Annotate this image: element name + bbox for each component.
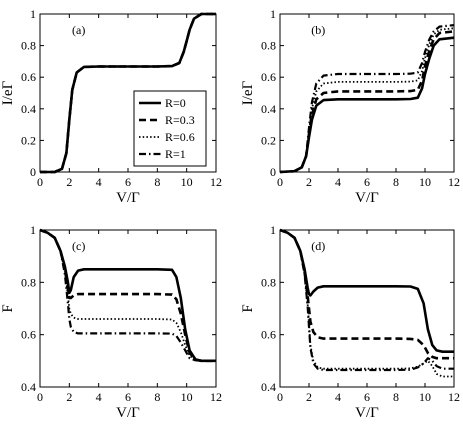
plot-frame <box>279 229 455 388</box>
y-tick-label: 0.4 <box>21 102 36 116</box>
legend-entry-label: R=0 <box>165 96 186 110</box>
y-tick-label: 1 <box>270 223 276 237</box>
x-tick-label: 0 <box>37 390 43 404</box>
panel-label: (a) <box>72 23 85 37</box>
legend: R=0 R=0.3 R=0.6 R=1 <box>133 90 207 167</box>
x-axis-label: V/Γ <box>355 190 379 206</box>
x-axis-label: V/Γ <box>355 405 379 421</box>
x-tick-label: 2 <box>66 175 72 189</box>
panel-label: (b) <box>311 23 325 37</box>
y-tick-label: 0.6 <box>261 70 276 84</box>
x-tick-label: 0 <box>277 175 283 189</box>
panel-label: (d) <box>311 239 325 253</box>
x-tick-label: 2 <box>306 175 312 189</box>
x-tick-label: 6 <box>364 390 370 404</box>
y-tick-label: 0.2 <box>261 133 276 147</box>
panel-b: 0 2 4 6 8 10 12 0 0.2 0.4 0.6 0.8 1 V/Γ I/eΓ (b) <box>240 7 460 206</box>
x-tick-label: 8 <box>154 175 160 189</box>
x-tick-label: 2 <box>306 390 312 404</box>
x-tick-label: 6 <box>125 390 131 404</box>
x-tick-label: 10 <box>419 175 431 189</box>
y-tick-label: 0.6 <box>261 328 276 342</box>
series-line-r-1 <box>39 228 216 362</box>
y-tick-label: 0.4 <box>261 102 276 116</box>
panel-c: 0 2 4 6 8 10 12 0.4 0.6 0.8 1 V/Γ F (c) <box>0 223 222 421</box>
x-tick-label: 12 <box>210 390 222 404</box>
y-tick-label: 0.8 <box>261 275 276 289</box>
y-tick-label: 1 <box>270 7 276 21</box>
y-tick-label: 0 <box>30 165 36 179</box>
x-tick-label: 10 <box>181 175 193 189</box>
y-tick-label: 0.6 <box>21 70 36 84</box>
series-line-r-1 <box>279 24 455 174</box>
legend-entry-label: R=0.3 <box>165 113 195 127</box>
x-tick-label: 8 <box>393 390 399 404</box>
x-tick-label: 8 <box>154 390 160 404</box>
x-tick-label: 0 <box>277 390 283 404</box>
legend-entry-label: R=1 <box>165 147 186 161</box>
x-tick-label: 12 <box>448 175 460 189</box>
y-axis-label: I/eΓ <box>240 80 256 105</box>
x-tick-label: 4 <box>96 175 102 189</box>
x-tick-label: 10 <box>181 390 193 404</box>
y-tick-label: 0.8 <box>261 39 276 53</box>
x-tick-label: 6 <box>125 175 131 189</box>
y-axis-label: F <box>0 304 16 312</box>
x-tick-label: 6 <box>364 175 370 189</box>
y-tick-label: 0.6 <box>21 328 36 342</box>
x-tick-label: 4 <box>96 390 102 404</box>
x-axis-label: V/Γ <box>116 405 140 421</box>
y-tick-label: 0.4 <box>21 380 36 394</box>
series-line-r-1 <box>279 228 454 372</box>
y-tick-label: 0.8 <box>21 39 36 53</box>
x-tick-label: 8 <box>393 175 399 189</box>
plot-frame <box>39 229 217 388</box>
y-axis-label: I/eΓ <box>0 80 16 105</box>
y-tick-label: 1 <box>30 223 36 237</box>
x-tick-label: 4 <box>335 175 341 189</box>
y-tick-label: 1 <box>30 7 36 21</box>
x-axis-label: V/Γ <box>116 190 140 206</box>
panel-a: 0 2 4 6 8 10 12 0 0.2 0.4 0.6 0.8 1 V/Γ I/eΓ (a) <box>0 7 222 206</box>
x-tick-label: 12 <box>448 390 460 404</box>
series-line-r-0-6 <box>39 229 216 362</box>
y-tick-label: 0.2 <box>21 133 36 147</box>
series-line-r-0-6 <box>279 229 454 378</box>
x-tick-label: 10 <box>419 390 431 404</box>
x-tick-label: 4 <box>335 390 341 404</box>
y-tick-label: 0 <box>270 165 276 179</box>
x-tick-label: 2 <box>66 390 72 404</box>
legend-entry-label: R=0.6 <box>165 130 195 144</box>
y-tick-label: 0.8 <box>21 275 36 289</box>
panel-d: 0 2 4 6 8 10 12 0.4 0.6 0.8 1 V/Γ F (d) <box>240 223 460 421</box>
x-tick-label: 12 <box>210 175 222 189</box>
panel-label: (c) <box>72 239 85 253</box>
series-line-r-0-6 <box>40 13 216 173</box>
series-line-r-1 <box>40 12 216 174</box>
y-axis-label: F <box>240 304 256 312</box>
x-tick-label: 0 <box>37 175 43 189</box>
y-tick-label: 0.4 <box>261 380 276 394</box>
